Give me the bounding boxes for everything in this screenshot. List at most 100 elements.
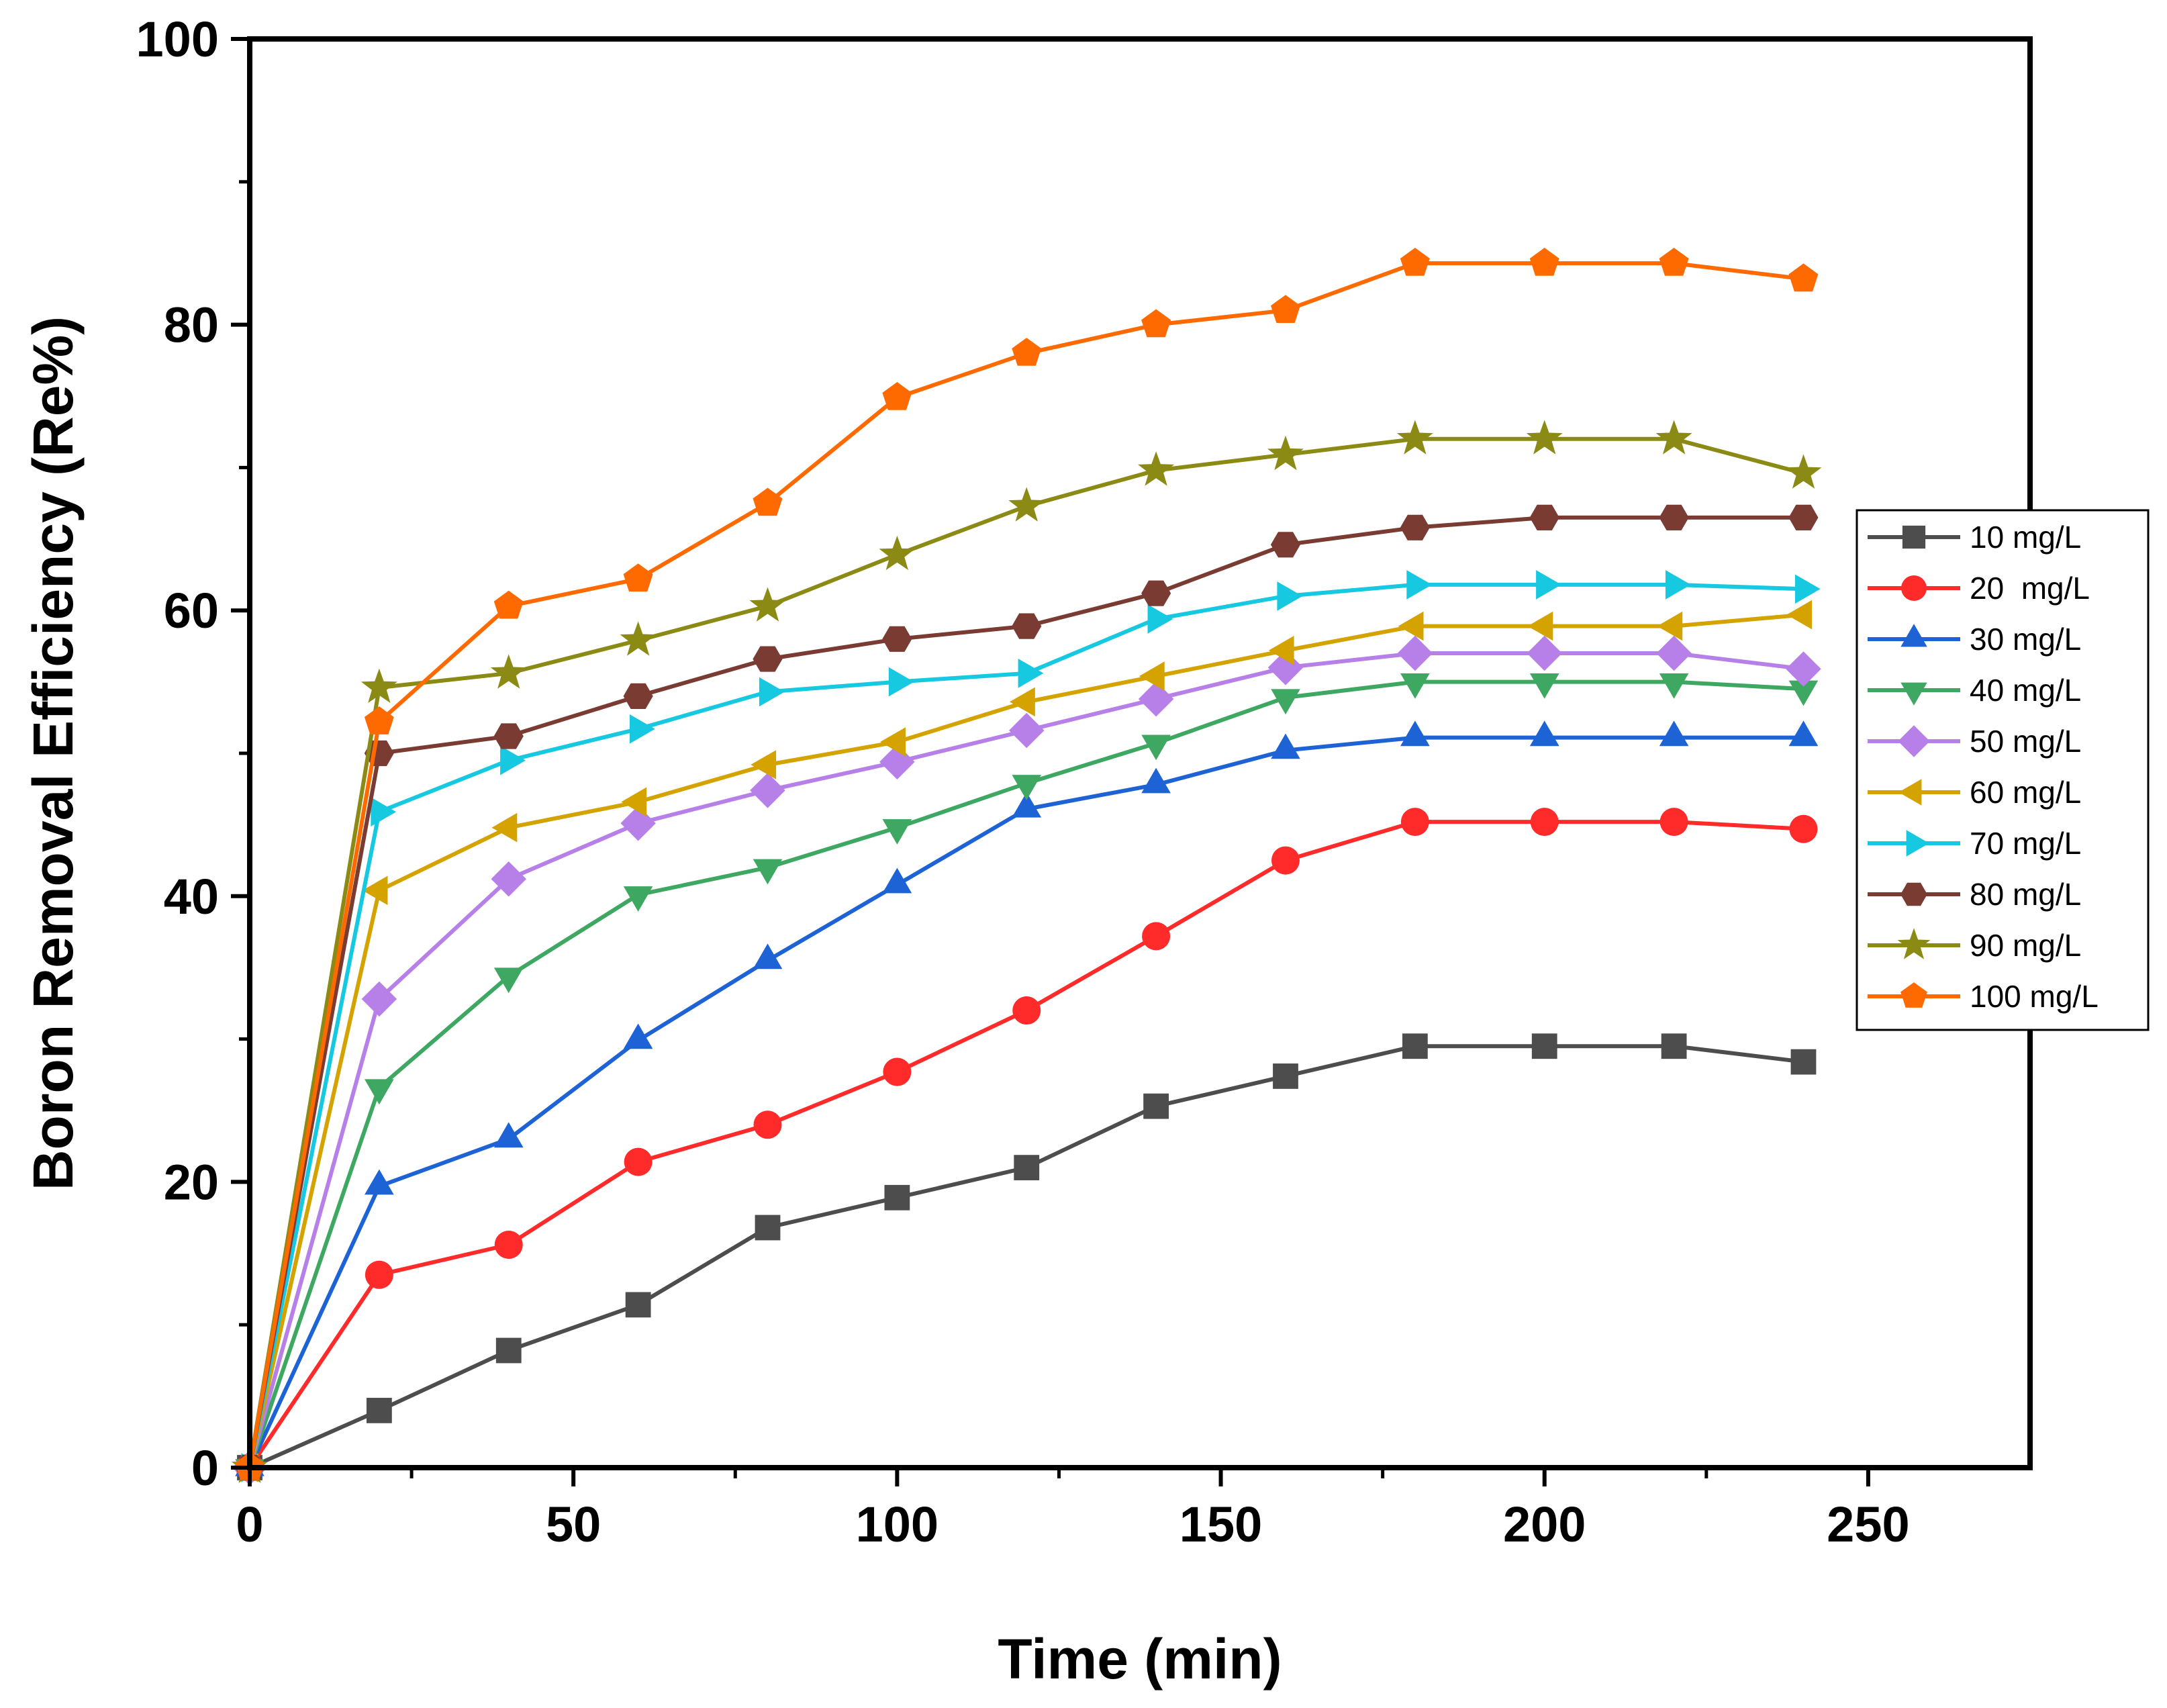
- data-point: [879, 535, 916, 571]
- legend-item: 30 mg/L: [1868, 622, 2081, 657]
- x-tick-label: 100: [856, 1497, 938, 1552]
- data-point: [1012, 613, 1042, 639]
- data-point: [1008, 487, 1045, 522]
- data-point: [493, 723, 524, 749]
- legend-item: 80 mg/L: [1868, 877, 2081, 912]
- data-point: [1012, 996, 1041, 1025]
- data-point: [1138, 681, 1174, 717]
- series-80mg-l: [234, 504, 1819, 1481]
- legend-label: 30 mg/L: [1970, 622, 2081, 657]
- legend-label: 90 mg/L: [1970, 928, 2081, 963]
- legend-label: 100 mg/L: [1970, 979, 2099, 1014]
- data-point: [1659, 808, 1688, 837]
- data-point: [491, 812, 518, 843]
- legend-items: 10 mg/L 20 mg/L 30 mg/L 40 mg/L 50 mg/L 60 mg…: [1868, 520, 2099, 1014]
- data-point: [495, 1337, 522, 1364]
- data-point: [753, 859, 783, 885]
- data-point: [1530, 808, 1559, 837]
- data-point: [882, 867, 912, 894]
- series-line: [248, 515, 1804, 1468]
- data-point: [1659, 248, 1689, 276]
- data-point: [620, 621, 657, 656]
- legend-marker: [1900, 682, 1927, 706]
- data-point: [1141, 309, 1171, 338]
- data-point: [883, 1057, 912, 1086]
- data-point: [1786, 600, 1813, 630]
- data-point: [1526, 420, 1563, 455]
- data-point: [1139, 661, 1165, 691]
- legend-marker: [1900, 982, 1927, 1008]
- y-tick-label: 0: [191, 1440, 219, 1496]
- data-point: [1400, 673, 1430, 699]
- data-point: [1010, 687, 1035, 717]
- data-point: [1143, 1093, 1169, 1119]
- data-point: [888, 667, 914, 697]
- data-point: [1271, 689, 1300, 715]
- data-point: [494, 1231, 523, 1260]
- data-point: [1268, 636, 1294, 665]
- legend-item: 40 mg/L: [1868, 673, 2081, 708]
- data-point: [1271, 295, 1300, 323]
- data-point: [1786, 651, 1821, 687]
- data-point: [880, 727, 906, 757]
- legend-marker: [1901, 575, 1927, 601]
- data-point: [1659, 673, 1689, 699]
- legend-marker: [1898, 779, 1922, 806]
- legend-label: 20 mg/L: [1970, 571, 2090, 606]
- legend-item: 10 mg/L: [1868, 520, 2081, 555]
- data-point: [1788, 263, 1819, 292]
- legend-marker: [1900, 624, 1927, 647]
- series-line: [248, 735, 1804, 1469]
- data-point: [1790, 1049, 1817, 1075]
- legend-label: 50 mg/L: [1970, 724, 2081, 759]
- data-point: [753, 943, 783, 969]
- data-point: [753, 646, 783, 672]
- data-point: [361, 981, 397, 1017]
- data-point: [1406, 570, 1433, 600]
- x-tick-label: 250: [1827, 1497, 1909, 1552]
- legend-item: 70 mg/L: [1868, 826, 2081, 861]
- data-point: [490, 654, 527, 689]
- x-tick-label: 50: [546, 1497, 601, 1552]
- data-point: [751, 750, 777, 779]
- data-point: [1400, 808, 1429, 837]
- data-point: [749, 587, 786, 622]
- x-tick-label: 0: [236, 1497, 263, 1552]
- data-point: [365, 1260, 393, 1289]
- legend-item: 20 mg/L: [1868, 571, 2090, 606]
- data-point: [1659, 720, 1689, 747]
- legend-label: 80 mg/L: [1970, 877, 2081, 912]
- data-point: [621, 787, 647, 817]
- data-point: [1277, 581, 1303, 611]
- series-line: [248, 1044, 1804, 1470]
- data-point: [362, 875, 388, 906]
- series-60mg-l: [232, 600, 1813, 1482]
- data-point: [493, 1122, 524, 1148]
- legend-marker: [1900, 882, 1927, 906]
- series-line: [248, 820, 1804, 1469]
- data-point: [1657, 611, 1683, 641]
- series-line: [248, 436, 1804, 1468]
- data-point: [1659, 504, 1689, 530]
- legend-label: 40 mg/L: [1970, 673, 2081, 708]
- data-point: [1012, 792, 1042, 818]
- data-point: [1147, 604, 1173, 634]
- data-point: [623, 563, 653, 592]
- data-point: [371, 797, 397, 827]
- data-point: [755, 1215, 781, 1241]
- data-point: [750, 773, 785, 808]
- data-point: [1271, 846, 1300, 875]
- legend-marker: [1897, 928, 1931, 959]
- data-point: [1267, 650, 1304, 685]
- y-tick-label: 20: [164, 1154, 219, 1210]
- data-point: [1396, 420, 1433, 455]
- data-point: [500, 745, 526, 775]
- legend: 10 mg/L 20 mg/L 30 mg/L 40 mg/L 50 mg/L 60 mg…: [1856, 509, 2150, 1031]
- y-tick-label: 60: [164, 583, 219, 638]
- legend-item: 50 mg/L: [1868, 724, 2081, 759]
- legend-marker: [1902, 525, 1926, 549]
- legend-marker: [1898, 725, 1930, 757]
- data-point: [1794, 574, 1821, 604]
- series-20mg-l: [236, 808, 1818, 1482]
